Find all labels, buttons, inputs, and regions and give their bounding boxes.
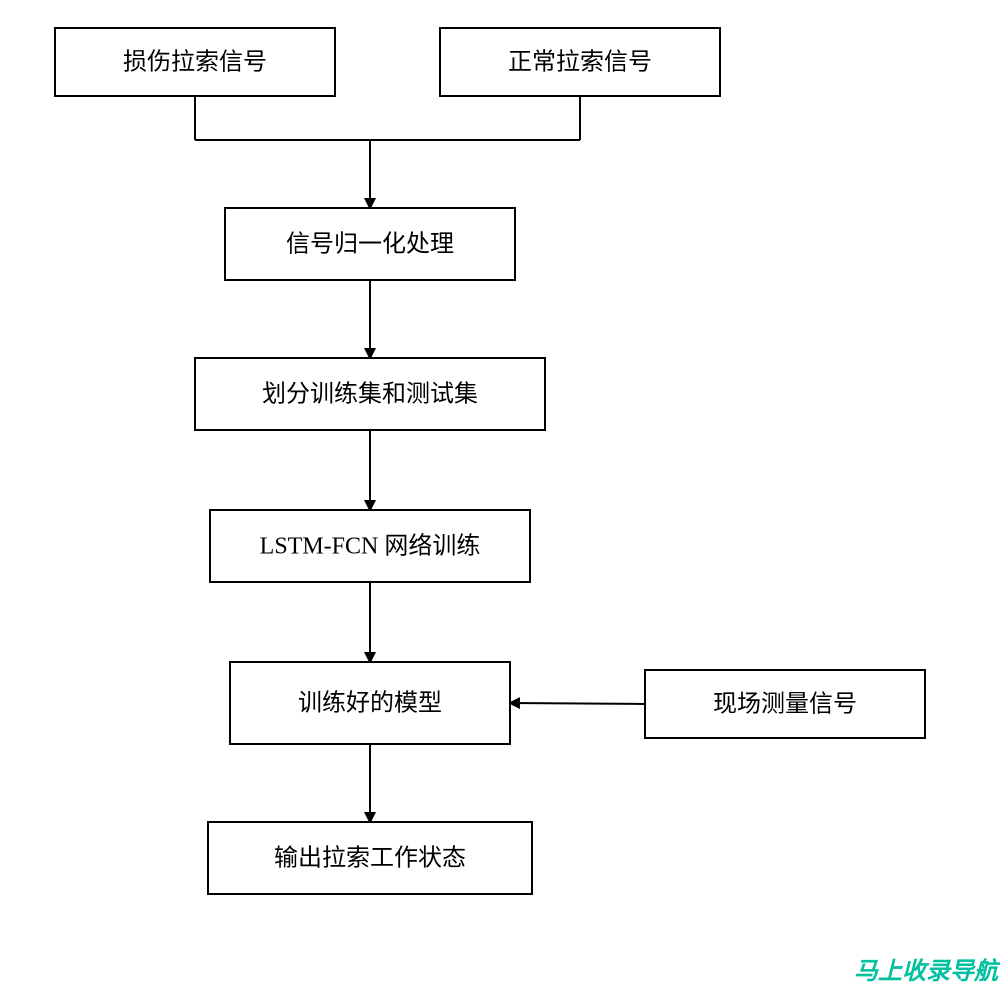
node-normalize: 信号归一化处理 (225, 208, 515, 280)
node-train-label: LSTM-FCN 网络训练 (260, 533, 481, 560)
flowchart-canvas: 损伤拉索信号 正常拉索信号 信号归一化处理 划分训练集和测试集 LSTM-FCN… (0, 0, 1000, 989)
node-normal-signal-label: 正常拉索信号 (508, 49, 652, 76)
node-normalize-label: 信号归一化处理 (286, 231, 454, 258)
node-normal-signal: 正常拉索信号 (440, 28, 720, 96)
node-model: 训练好的模型 (230, 662, 510, 744)
node-split: 划分训练集和测试集 (195, 358, 545, 430)
node-model-label: 训练好的模型 (298, 690, 442, 717)
node-measure: 现场测量信号 (645, 670, 925, 738)
node-damaged-signal: 损伤拉索信号 (55, 28, 335, 96)
node-output: 输出拉索工作状态 (208, 822, 532, 894)
node-damaged-signal-label: 损伤拉索信号 (123, 49, 267, 76)
node-measure-label: 现场测量信号 (713, 691, 857, 718)
node-output-label: 输出拉索工作状态 (274, 845, 466, 872)
nodes-group: 损伤拉索信号 正常拉索信号 信号归一化处理 划分训练集和测试集 LSTM-FCN… (55, 28, 925, 894)
node-train: LSTM-FCN 网络训练 (210, 510, 530, 582)
watermark-text: 马上收录导航 (854, 958, 1000, 985)
edge-measure-to-model (510, 703, 645, 704)
node-split-label: 划分训练集和测试集 (262, 381, 478, 408)
